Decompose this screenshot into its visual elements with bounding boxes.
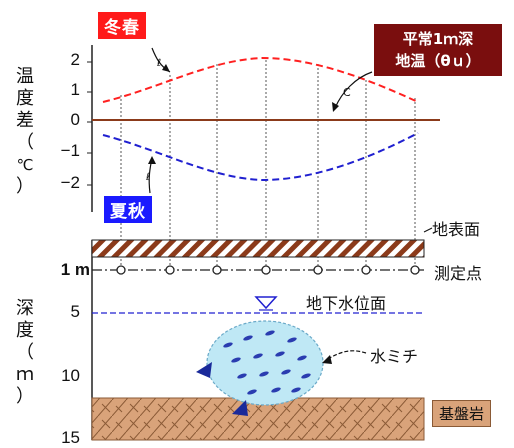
temp-axis-char: ） xyxy=(16,176,34,197)
water-level-marker xyxy=(254,296,278,310)
depth-axis-char: 度 xyxy=(16,320,34,341)
measurement-points xyxy=(116,265,420,275)
normal-temp-label: 平常1ｍ深 地温（θｕ） xyxy=(374,24,502,76)
flow-arrow-bottom xyxy=(232,400,248,416)
winter-spring-curve xyxy=(102,56,419,103)
normal-temp-label-line2: 地温（θｕ） xyxy=(395,52,481,70)
depth-tick: 5 xyxy=(70,302,80,321)
summer-autumn-label: 夏秋 xyxy=(104,196,152,223)
temp-tick: 2 xyxy=(70,50,80,69)
normal-temp-label-line1: 平常1ｍ深 xyxy=(402,30,474,48)
svg-text:ℓ: ℓ xyxy=(157,58,161,69)
summer-autumn-curve xyxy=(102,132,419,182)
ground-surface-label: 地表面 xyxy=(432,220,481,239)
depth-tick: 15 xyxy=(61,428,80,447)
depth-axis-char: （ xyxy=(16,342,34,363)
temp-tick: 0 xyxy=(70,110,80,129)
depth-tick: 1 m xyxy=(60,260,90,279)
temp-axis-label: 温 度 差 （ ℃ ） xyxy=(14,66,36,198)
depth-axis-char: 深 xyxy=(16,298,34,319)
bedrock-label: 基盤岩 xyxy=(432,400,492,427)
water-path-label: 水ミチ xyxy=(370,347,419,366)
groundwater-level-label: 地下水位面 xyxy=(306,294,387,313)
depth-tick: 10 xyxy=(61,366,80,385)
winter-spring-label: 冬春 xyxy=(98,12,146,39)
svg-text:ℓ: ℓ xyxy=(146,172,150,183)
measurement-points-label: 測定点 xyxy=(434,264,483,283)
temp-axis-char: 差 xyxy=(16,110,34,131)
depth-axis-char: ｍ xyxy=(16,364,34,385)
ground-surface-band xyxy=(91,239,425,258)
flow-arrow-left xyxy=(196,362,212,378)
temp-axis-char: ℃ xyxy=(16,156,34,174)
depth-axis-label: 深 度 （ ｍ ） xyxy=(14,298,36,408)
measurement-guide-lines xyxy=(120,60,416,268)
temp-axis-char: 温 xyxy=(16,66,34,87)
temp-axis-char: （ xyxy=(16,132,34,153)
temp-tick: 1 xyxy=(70,80,80,99)
normal-temp-pointer xyxy=(334,71,373,109)
water-streaks xyxy=(223,330,311,395)
temp-tick: −1 xyxy=(60,141,80,160)
svg-text:C: C xyxy=(343,86,351,99)
temp-tick: −2 xyxy=(60,173,80,192)
depth-axis-char: ） xyxy=(16,386,34,407)
water-path-blob xyxy=(206,320,324,406)
temp-axis-char: 度 xyxy=(16,88,34,109)
water-path-pointer xyxy=(325,350,367,361)
